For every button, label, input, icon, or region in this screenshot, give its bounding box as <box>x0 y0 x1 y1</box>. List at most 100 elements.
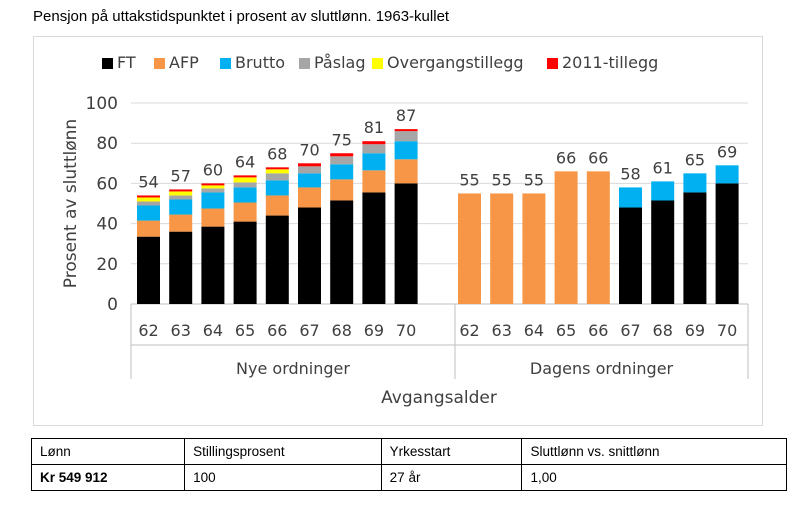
bar-segment <box>233 202 257 222</box>
legend-swatch <box>154 58 165 69</box>
info-table: Lønn Stillingsprosent Yrkesstart Sluttlø… <box>30 438 787 491</box>
bar-segment <box>362 144 386 154</box>
bar-segment <box>298 187 321 208</box>
bar-segment <box>137 201 160 206</box>
y-tick-label: 0 <box>107 295 118 315</box>
bar-segment <box>169 189 193 192</box>
legend-label: FT <box>117 53 136 72</box>
legend-label: Brutto <box>235 53 285 72</box>
data-label: 70 <box>299 140 319 159</box>
x-tick-label: 67 <box>620 321 640 340</box>
bar-segment <box>137 205 160 221</box>
data-label: 69 <box>717 142 737 161</box>
bar-segment <box>265 167 289 170</box>
data-label: 58 <box>620 164 640 183</box>
info-value-stillingsprosent: 100 <box>184 464 382 491</box>
y-axis-label: Prosent av sluttlønn <box>61 119 81 288</box>
x-tick-label: 67 <box>299 321 319 340</box>
bar-segment <box>619 187 642 208</box>
bar-segment <box>330 164 354 180</box>
data-label: 87 <box>396 106 416 125</box>
x-tick-label: 68 <box>653 321 673 340</box>
legend-swatch <box>102 58 113 69</box>
y-tick-label: 100 <box>86 94 118 114</box>
info-table-value-row: Kr 549 912 100 27 år 1,00 <box>30 464 787 491</box>
bar-segment <box>362 153 386 171</box>
bar-segment <box>265 173 289 181</box>
x-axis-label: Avgangsalder <box>381 388 497 408</box>
bar-segment <box>362 170 386 193</box>
bar-segment <box>169 195 193 200</box>
legend-swatch <box>372 58 383 69</box>
info-value-sluttlonn: 1,00 <box>521 464 787 491</box>
data-label: 64 <box>235 152 255 171</box>
bar-segment <box>137 236 160 304</box>
legend-label: Overgangstillegg <box>387 53 524 72</box>
x-tick-label: 62 <box>138 321 158 340</box>
bar-segment <box>265 180 289 196</box>
bar-segment <box>330 179 354 201</box>
bar-segment <box>169 199 193 215</box>
info-header-stillingsprosent: Stillingsprosent <box>184 438 382 465</box>
bar-segment <box>683 192 707 304</box>
x-tick-label: 63 <box>171 321 191 340</box>
bar-segment <box>298 166 321 174</box>
data-label: 68 <box>267 144 287 163</box>
data-label: 81 <box>364 118 384 137</box>
bar-segment <box>169 231 193 304</box>
info-value-lonn: Kr 549 912 <box>30 464 186 491</box>
y-tick-label: 20 <box>96 255 118 275</box>
bar-segment <box>715 165 739 184</box>
bar-segment <box>394 183 418 304</box>
legend-swatch <box>547 58 558 69</box>
legend-label: Påslag <box>314 53 365 72</box>
bar-segment <box>265 169 289 174</box>
data-label: 66 <box>556 148 576 167</box>
info-header-yrkesstart: Yrkesstart <box>380 438 523 465</box>
x-tick-label: 68 <box>332 321 352 340</box>
bar-segment <box>137 197 160 202</box>
x-tick-label: 62 <box>459 321 479 340</box>
x-tick-label: 70 <box>717 321 737 340</box>
data-label: 55 <box>459 170 479 189</box>
bar-segment <box>201 188 225 193</box>
bar-segment <box>201 185 225 189</box>
bar-segment <box>233 175 257 178</box>
y-tick-label: 60 <box>96 174 118 194</box>
x-tick-label: 66 <box>588 321 608 340</box>
bar-segment <box>265 215 289 304</box>
y-tick-label: 40 <box>96 215 118 235</box>
legend-label: 2011-tillegg <box>562 53 658 72</box>
group-label: Nye ordninger <box>236 359 350 378</box>
x-tick-label: 65 <box>556 321 576 340</box>
x-tick-label: 69 <box>685 321 705 340</box>
y-tick-label: 80 <box>96 134 118 154</box>
bar-segment <box>201 226 225 304</box>
data-label: 54 <box>138 172 158 191</box>
bar-segment <box>233 221 257 304</box>
bar-segment <box>394 159 418 184</box>
bar-segment <box>298 207 321 304</box>
bar-segment <box>330 200 354 304</box>
bar-segment <box>394 131 418 142</box>
bar-segment <box>522 193 546 304</box>
chart-area: 0 20 40 60 80 100 Prosent av sluttlønn FT AFP Bru… <box>33 36 763 426</box>
group-label: Dagens ordninger <box>530 359 674 378</box>
bar-segment <box>554 171 578 304</box>
bar-segment <box>330 156 354 165</box>
bar-segment <box>298 163 321 167</box>
bar-segment <box>169 191 193 196</box>
bar-segment <box>683 173 707 193</box>
bar-segment <box>330 153 354 157</box>
x-tick-label: 64 <box>203 321 223 340</box>
data-label: 60 <box>203 160 223 179</box>
bar-segment <box>233 187 257 203</box>
bar-segment <box>362 141 386 145</box>
data-label: 66 <box>588 148 608 167</box>
x-tick-label: 70 <box>396 321 416 340</box>
page-title: Pensjon på uttakstidspunktet i prosent a… <box>33 8 450 25</box>
data-label: 75 <box>332 130 352 149</box>
info-value-yrkesstart: 27 år <box>380 464 523 491</box>
bar-segment <box>458 193 481 304</box>
bar-segment <box>362 192 386 304</box>
